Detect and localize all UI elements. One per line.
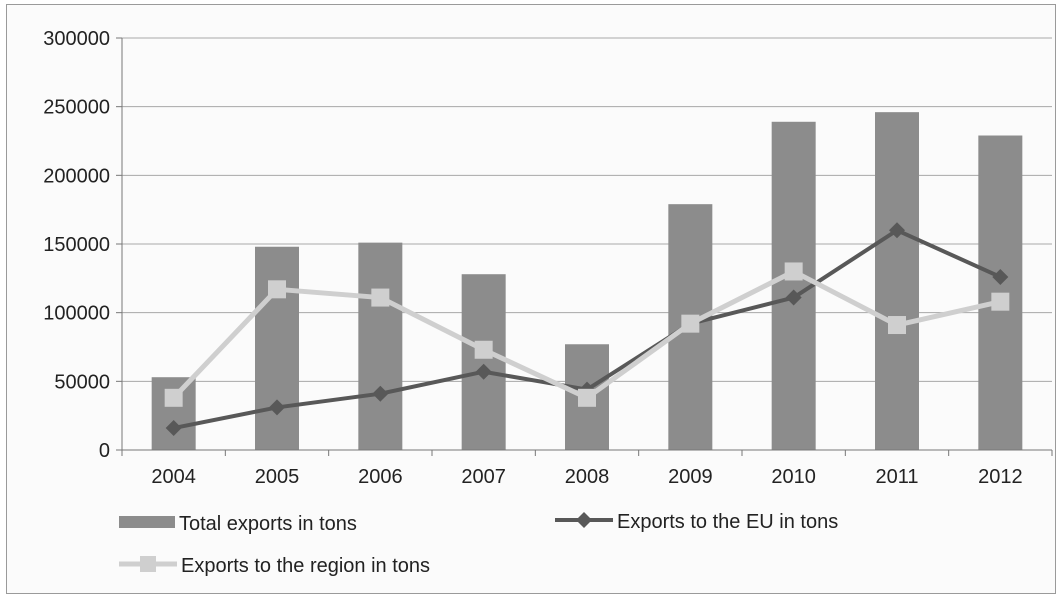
data-point [889, 222, 905, 239]
x-tick-label: 2009 [668, 466, 713, 488]
legend-swatch [576, 512, 592, 528]
y-tick-label: 150000 [43, 234, 110, 256]
chart-frame: 0 50000 100000 150000 200000 250000 300000 200… [6, 4, 1056, 594]
data-point [474, 340, 493, 359]
legend: Total exports in tons Exports to the EU i… [119, 511, 838, 577]
y-tick-label: 200000 [43, 165, 110, 187]
data-point [268, 280, 286, 299]
y-tick-label: 100000 [43, 303, 110, 325]
y-tick-label: 250000 [43, 97, 110, 119]
data-point [785, 289, 802, 306]
data-point [681, 314, 700, 333]
line-series [164, 222, 1010, 437]
bar [255, 246, 299, 450]
x-axis: 2004 2005 2006 2007 2008 2009 2010 2011 2012 [121, 449, 1053, 488]
y-tick-label: 0 [99, 440, 110, 462]
legend-swatch [140, 556, 156, 572]
data-point [475, 363, 492, 380]
data-point [269, 399, 285, 416]
x-tick-label: 2007 [461, 466, 506, 488]
chart: 0 50000 100000 150000 200000 250000 300000 200… [43, 28, 1053, 577]
legend-item: Total exports in tons [119, 513, 357, 535]
x-tick-label: 2006 [358, 466, 403, 488]
bar [151, 377, 196, 450]
legend-swatch [119, 516, 175, 528]
x-tick-label: 2004 [151, 466, 196, 488]
x-tick-label: 2005 [255, 466, 300, 488]
data-point [888, 316, 906, 335]
bar [358, 242, 403, 450]
legend-label: Exports to the region in tons [181, 555, 430, 577]
data-point [784, 262, 803, 281]
data-point [992, 268, 1009, 285]
legend-item: Exports to the region in tons [119, 555, 430, 577]
y-tick-label: 50000 [54, 371, 110, 393]
data-point [991, 292, 1010, 311]
y-axis: 0 50000 100000 150000 200000 250000 300000 [43, 28, 123, 462]
data-point [371, 288, 390, 307]
x-tick-label: 2012 [978, 466, 1023, 488]
data-point [372, 385, 389, 402]
bar [461, 274, 506, 450]
bar [875, 112, 919, 450]
legend-label: Total exports in tons [179, 513, 357, 535]
data-point [165, 420, 182, 437]
x-tick-label: 2011 [875, 466, 918, 488]
legend-label: Exports to the EU in tons [617, 511, 838, 533]
y-tick-label: 300000 [43, 28, 110, 50]
data-point [578, 388, 596, 407]
data-point [164, 388, 183, 407]
x-tick-label: 2010 [771, 466, 816, 488]
legend-item: Exports to the EU in tons [555, 511, 838, 533]
x-tick-label: 2008 [565, 466, 610, 488]
